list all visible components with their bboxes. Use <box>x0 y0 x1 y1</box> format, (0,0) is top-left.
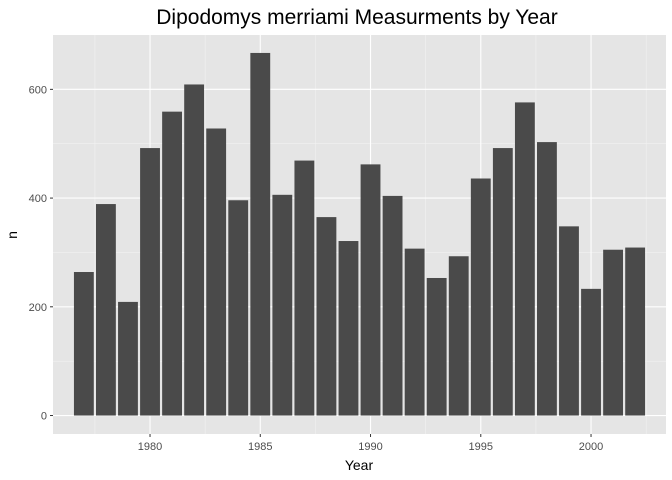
y-tick-label: 0 <box>41 411 47 423</box>
bar-1996 <box>492 148 513 416</box>
x-tick-label: 2000 <box>579 441 603 453</box>
y-tick-label: 400 <box>29 193 47 205</box>
bar-1978 <box>95 204 116 416</box>
bar-2002 <box>625 247 646 416</box>
bar-1993 <box>426 277 447 416</box>
x-tick-label: 1985 <box>248 441 272 453</box>
y-tick-label: 200 <box>29 302 47 314</box>
bar-1998 <box>537 142 557 416</box>
chart-title: Dipodomys merriami Measurments by Year <box>156 6 557 29</box>
bar-1988 <box>316 217 337 416</box>
bar-1989 <box>338 241 359 416</box>
y-axis: 0 200 400 600 <box>29 84 53 423</box>
bar-1999 <box>559 226 579 416</box>
y-tick-label: 600 <box>29 84 47 96</box>
x-tick-label: 1995 <box>469 441 493 453</box>
x-axis-label: Year <box>345 457 374 473</box>
bars <box>73 52 646 416</box>
x-tick-label: 1990 <box>358 441 382 453</box>
bar-1983 <box>206 128 227 416</box>
bar-1995 <box>470 178 491 416</box>
bar-2001 <box>603 249 624 416</box>
x-axis: 1980 1985 1990 1995 2000 <box>138 434 603 453</box>
bar-2000 <box>581 288 601 416</box>
bar-1977 <box>73 272 94 416</box>
bar-1997 <box>514 102 535 416</box>
bar-1991 <box>382 195 403 416</box>
bar-1981 <box>162 111 182 416</box>
bar-1986 <box>272 194 293 416</box>
bar-1984 <box>228 200 249 416</box>
bar-1994 <box>448 256 469 416</box>
bar-1979 <box>118 301 138 416</box>
y-axis-label: n <box>4 231 20 239</box>
bar-1992 <box>404 248 425 416</box>
bar-1990 <box>360 164 381 416</box>
bar-1982 <box>184 84 205 416</box>
x-tick-label: 1980 <box>138 441 162 453</box>
bar-1985 <box>250 52 271 416</box>
bar-1987 <box>294 160 315 416</box>
bar-1980 <box>140 148 160 416</box>
